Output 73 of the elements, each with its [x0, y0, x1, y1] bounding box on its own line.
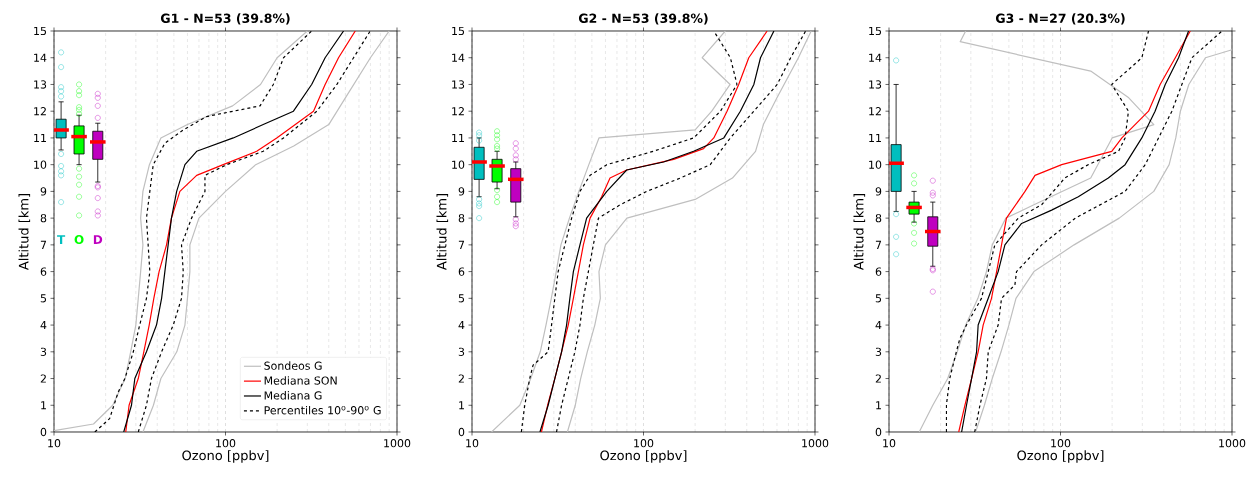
y-tick-label: 9	[875, 187, 882, 196]
y-tick-label: 6	[875, 267, 882, 276]
x-axis-title: Ozono [ppbv]	[600, 450, 687, 463]
y-tick-label: 1	[41, 401, 46, 410]
y-tick-label: 12	[34, 107, 46, 116]
y-tick-label: 12	[452, 107, 464, 116]
y-tick-label: 1	[876, 401, 881, 410]
y-tick-label: 11	[34, 133, 46, 142]
x-axis-title: Ozono [ppbv]	[1017, 450, 1104, 463]
y-tick-label: 7	[458, 240, 465, 249]
y-tick-label: 7	[40, 240, 47, 249]
y-tick-label: 2	[40, 374, 46, 383]
y-tick-label: 8	[875, 213, 882, 223]
y-tick-label: 13	[34, 80, 47, 89]
x-tick-label: 1000	[384, 439, 411, 448]
x-tick-label: 100	[634, 439, 654, 448]
x-tick-label: 10	[48, 439, 61, 448]
y-tick-label: 8	[40, 213, 47, 223]
x-axis-title: Ozono [ppbv]	[182, 450, 269, 463]
y-tick-label: 3	[40, 347, 47, 356]
chart-title: G1 - N=53 (39.8%)	[160, 13, 290, 25]
y-tick-label: 0	[458, 427, 465, 437]
y-tick-label: 8	[458, 213, 465, 223]
y-tick-label: 11	[452, 133, 464, 142]
legend-label: Mediana G	[264, 391, 322, 400]
y-tick-label: 15	[34, 26, 47, 36]
y-tick-label: 0	[875, 427, 882, 437]
y-axis-title: Altitud [km]	[853, 193, 866, 271]
y-tick-label: 3	[875, 347, 882, 356]
x-tick-label: 100	[216, 439, 236, 448]
y-tick-label: 3	[458, 347, 465, 356]
y-tick-label: 13	[452, 80, 465, 89]
y-tick-label: 5	[458, 294, 465, 303]
chart-title: G3 - N=27 (20.3%)	[995, 13, 1125, 25]
y-tick-label: 14	[869, 53, 882, 62]
x-tick-label: 1000	[1219, 439, 1246, 448]
y-tick-label: 9	[458, 187, 465, 196]
y-tick-label: 13	[869, 80, 882, 89]
legend-label: Percentiles 10$^{o}$-90$^{o}$ G	[264, 405, 381, 415]
annotation: T	[57, 235, 66, 244]
x-tick-label: 100	[1051, 439, 1071, 448]
y-tick-label: 11	[869, 133, 881, 142]
y-axis-title: Altitud [km]	[18, 193, 31, 271]
y-tick-label: 2	[458, 374, 464, 383]
legend-label: Mediana SON	[264, 376, 337, 385]
x-tick-label: 10	[883, 439, 896, 448]
y-tick-label: 2	[875, 374, 881, 383]
legend-label: Sondeos G	[264, 361, 322, 370]
y-tick-label: 4	[40, 321, 47, 330]
chart-title: G2 - N=53 (39.8%)	[578, 13, 708, 25]
y-axis-title: Altitud [km]	[436, 193, 449, 271]
y-tick-label: 0	[40, 427, 47, 437]
y-tick-label: 4	[458, 321, 465, 330]
y-tick-label: 12	[869, 107, 881, 116]
y-tick-label: 1	[459, 401, 464, 410]
y-tick-label: 5	[40, 294, 47, 303]
y-tick-label: 5	[875, 294, 882, 303]
y-tick-label: 15	[452, 26, 465, 36]
y-tick-label: 7	[875, 240, 882, 249]
annotation: D	[93, 235, 103, 244]
y-tick-label: 15	[869, 26, 882, 36]
y-tick-label: 14	[34, 53, 47, 62]
y-tick-label: 4	[875, 321, 882, 330]
x-tick-label: 10	[466, 439, 479, 448]
y-tick-label: 10	[869, 160, 882, 169]
y-tick-label: 6	[40, 267, 47, 276]
y-tick-label: 9	[40, 187, 47, 196]
y-tick-label: 10	[34, 160, 47, 169]
y-tick-label: 6	[458, 267, 465, 276]
annotation: O	[74, 234, 84, 245]
y-tick-label: 14	[452, 53, 465, 62]
y-tick-label: 10	[452, 160, 465, 169]
x-tick-label: 1000	[802, 439, 829, 448]
